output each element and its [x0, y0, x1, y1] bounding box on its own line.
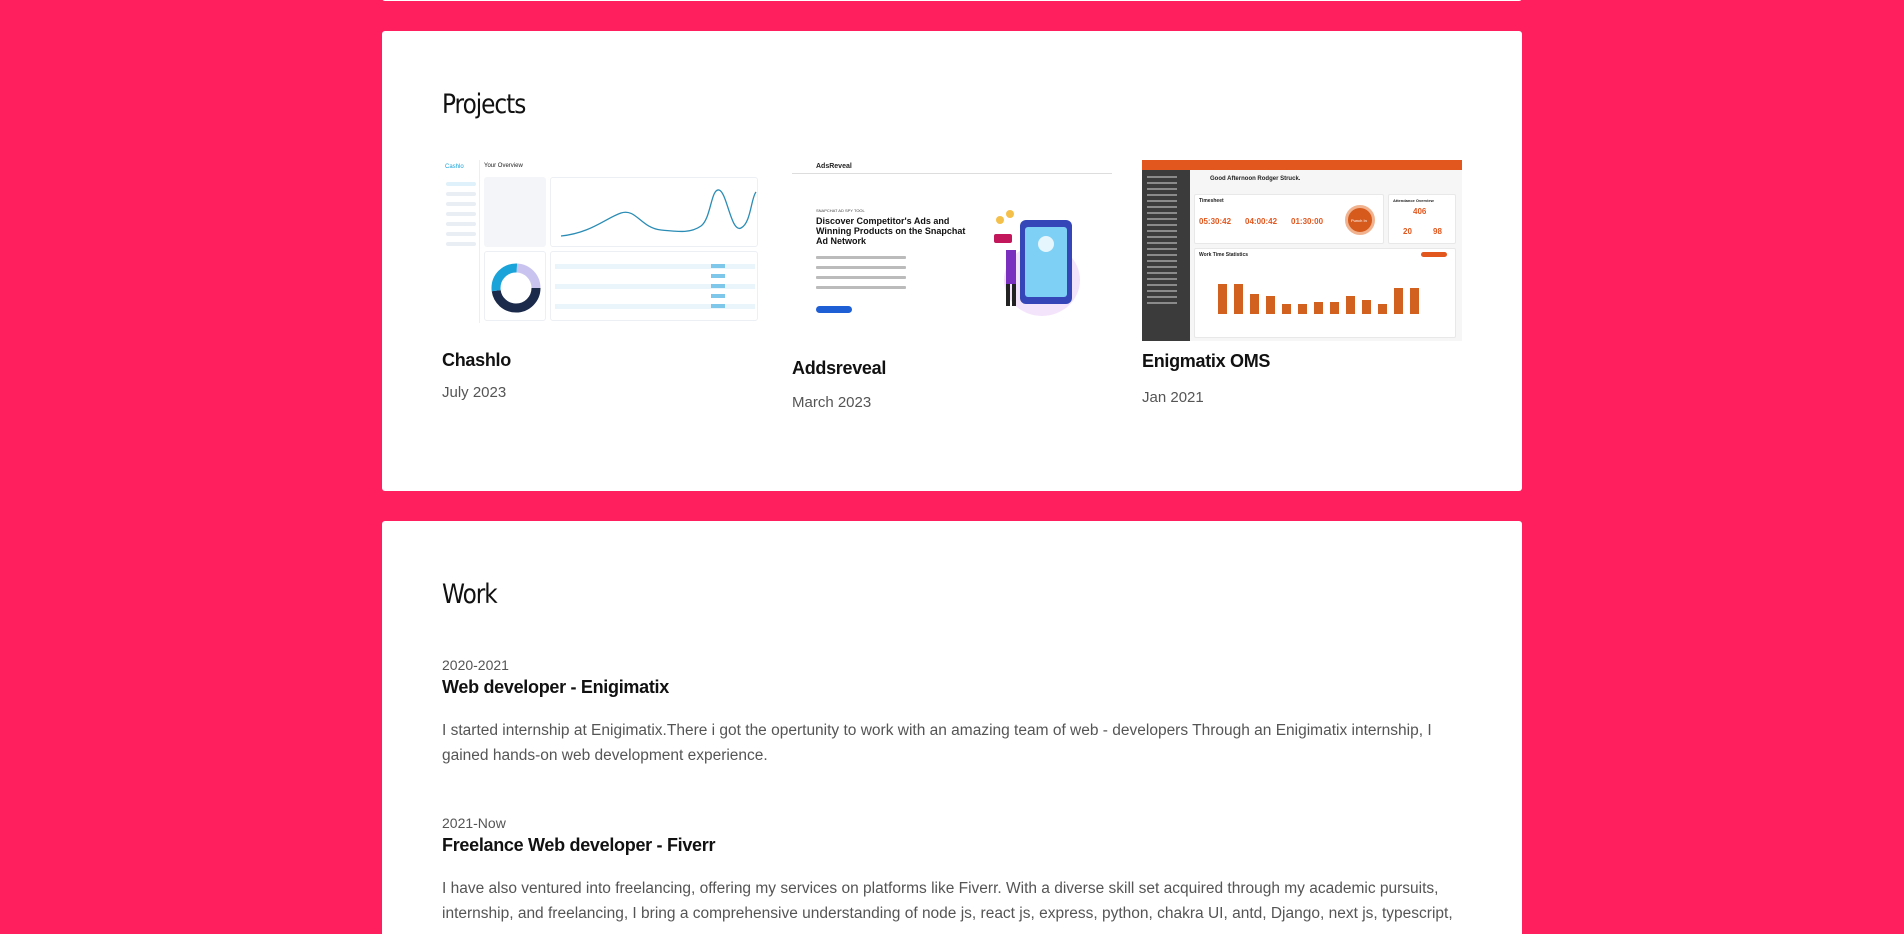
thumb-greeting: Good Afternoon Rodger Struck. — [1210, 176, 1301, 182]
thumb-table-rows — [555, 264, 755, 309]
thumb-illustration — [994, 210, 1080, 316]
thumb-feature — [816, 286, 906, 289]
job-entry: 2020-2021 Web developer - Enigimatix I s… — [442, 657, 1472, 768]
thumb-sidebar — [1142, 170, 1190, 341]
work-section: Work 2020-2021 Web developer - Enigimati… — [382, 521, 1522, 934]
thumb-nav-item — [446, 192, 476, 196]
project-thumbnail-chashlo[interactable]: Cashlo Your Overview — [442, 160, 762, 323]
thumb-line-chart-panel — [550, 177, 758, 247]
thumb-feature — [816, 256, 906, 259]
job-title: Web developer - Enigimatix — [442, 677, 669, 697]
thumb-nav-item — [446, 222, 476, 226]
project-date: March 2023 — [792, 394, 872, 411]
project-name[interactable]: Addsreveal — [792, 358, 887, 378]
thumb-feature — [816, 276, 906, 279]
thumb-stat-panel — [484, 177, 546, 247]
thumb-nav-item — [446, 202, 476, 206]
thumb-logo: Cashlo — [445, 164, 464, 170]
project-thumbnail-addsreveal[interactable]: AdsReveal SNAPCHAT AD SPY TOOL Discover … — [792, 160, 1112, 332]
thumb-nav-item — [446, 182, 476, 186]
thumb-brand: AdsReveal — [816, 163, 852, 170]
project-card-enigmatix-oms[interactable]: Good Afternoon Rodger Struck. Timesheet … — [1142, 160, 1462, 410]
thumb-donut-panel — [484, 251, 546, 321]
thumb-nav-item — [446, 212, 476, 216]
thumb-punch-button — [1345, 205, 1375, 235]
projects-section: Projects Cashlo Your Overview — [382, 31, 1522, 491]
project-name[interactable]: Chashlo — [442, 350, 511, 370]
thumb-header: Your Overview — [484, 163, 523, 169]
thumb-topbar — [1142, 160, 1462, 170]
work-heading: Work — [442, 579, 498, 610]
thumb-kicker: SNAPCHAT AD SPY TOOL — [816, 208, 865, 213]
job-period: 2020-2021 — [442, 657, 509, 673]
project-name[interactable]: Enigmatix OMS — [1142, 351, 1271, 371]
job-title: Freelance Web developer - Fiverr — [442, 835, 716, 855]
thumb-timesheet: Timesheet 05:30:42 04:00:42 01:30:00 Pun… — [1194, 194, 1384, 244]
job-description: I have also ventured into freelancing, o… — [442, 880, 1453, 922]
project-date: Jan 2021 — [1142, 389, 1204, 406]
thumb-cta-button — [816, 306, 852, 313]
thumb-line-chart — [560, 189, 757, 237]
project-card-chashlo[interactable]: Cashlo Your Overview — [442, 160, 762, 410]
oms-dashboard-screenshot: Good Afternoon Rodger Struck. Timesheet … — [1142, 160, 1462, 341]
previous-section-card — [382, 0, 1522, 1]
landing-page-screenshot: AdsReveal SNAPCHAT AD SPY TOOL Discover … — [792, 160, 1112, 332]
projects-heading: Projects — [442, 89, 526, 120]
project-card-addsreveal[interactable]: AdsReveal SNAPCHAT AD SPY TOOL Discover … — [792, 160, 1112, 420]
job-entry: 2021-Now Freelance Web developer - Fiver… — [442, 815, 1472, 926]
project-thumbnail-enigmatix-oms[interactable]: Good Afternoon Rodger Struck. Timesheet … — [1142, 160, 1462, 341]
thumb-topbar: AdsReveal — [792, 160, 1112, 174]
job-period: 2021-Now — [442, 815, 506, 831]
job-description: I started internship at Enigimatix.There… — [442, 722, 1432, 764]
thumb-payment-table — [550, 251, 758, 321]
thumb-nav-item — [446, 232, 476, 236]
thumb-attendance: Attendance Overview 406 20 98 — [1388, 194, 1456, 244]
thumb-headline: Discover Competitor's Ads and Winning Pr… — [816, 216, 966, 246]
dashboard-screenshot: Cashlo Your Overview — [442, 160, 762, 323]
thumb-donut-chart — [491, 263, 541, 313]
thumb-feature — [816, 266, 906, 269]
thumb-sidebar: Cashlo — [442, 160, 480, 323]
project-date: July 2023 — [442, 384, 507, 401]
thumb-nav-item — [446, 242, 476, 246]
